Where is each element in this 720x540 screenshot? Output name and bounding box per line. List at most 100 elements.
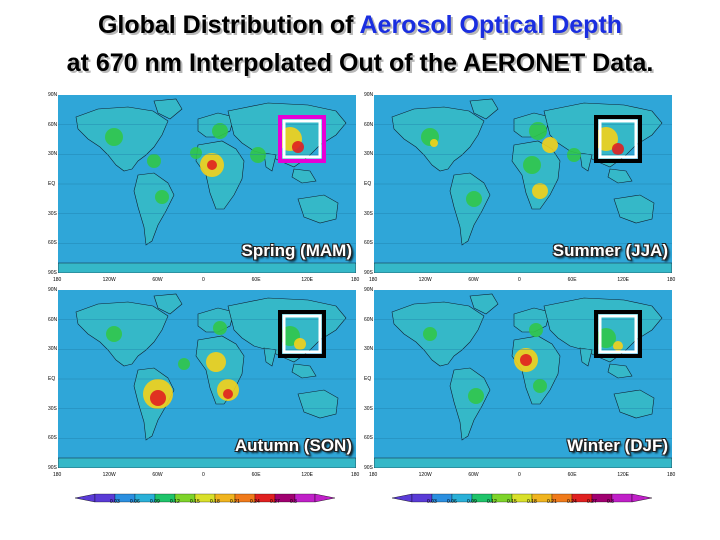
colorbar-tick-label: 0.12: [487, 499, 497, 505]
continent-antarctica: [58, 262, 356, 273]
lat-tick-label: 90S: [364, 465, 373, 471]
lat-tick-label: 90S: [48, 270, 57, 276]
lat-tick-label: 60S: [48, 240, 57, 247]
aerosol-hotspot: [567, 148, 581, 162]
colorbar-tick-label: 0.09: [467, 499, 477, 505]
lon-tick-label: 120E: [301, 472, 314, 478]
region-box-inner: [598, 314, 638, 354]
aerosol-hotspot: [542, 137, 558, 153]
colorbar-left: 0.03 0.06 0.09 0.12 0.15 0.18 0.21 0.24 0.27 0.3: [74, 490, 336, 514]
continent-australia: [613, 194, 655, 224]
map-panel-winter: Winter (DJF) 90N 60N 30N EQ 30S 60S 90S 180 120W 6…: [364, 287, 682, 485]
continent-se-asia: [291, 168, 317, 184]
lat-tick-label: 60S: [364, 435, 373, 442]
colorbar-swatch: [611, 493, 633, 503]
lon-tick-label: 120W: [418, 277, 432, 283]
aerosol-hotspot: [106, 326, 122, 342]
map-plot: [374, 290, 672, 468]
lon-tick-label: 60W: [152, 277, 163, 283]
colorbar-tick-label: 0.21: [547, 499, 557, 505]
lat-tick-label: 60N: [364, 121, 374, 128]
aerosol-hotspot: [423, 327, 437, 341]
colorbar-tick-label: 0.3: [607, 499, 614, 505]
aerosol-hotspot: [292, 141, 304, 153]
world-map: [374, 95, 672, 273]
lat-tick-label: 60N: [48, 316, 58, 323]
lat-tick-label: 90S: [364, 270, 373, 276]
lon-tick-label: 180: [53, 277, 62, 283]
colorbar-tick-label: 0.03: [427, 499, 437, 505]
title-highlight: Aerosol Optical Depth: [359, 11, 623, 39]
lon-tick-label: 0: [202, 472, 205, 478]
map-panel-spring: Spring (MAM) 90N 60N 30N EQ 30S 60S 90S 180 120W 6…: [48, 92, 366, 290]
lon-tick-label: 180: [369, 472, 378, 478]
title-line-2: at 670 nm Interpolated Out of the AERONE…: [66, 49, 654, 77]
colorbar-tick-label: 0.18: [527, 499, 537, 505]
lon-tick-label: 0: [518, 277, 521, 283]
continent-greenland: [469, 98, 499, 120]
lat-tick-label: 30N: [48, 151, 58, 158]
region-box-outer: [594, 310, 642, 358]
world-map: [58, 290, 356, 468]
colorbar-swatch: [294, 493, 316, 503]
aerosol-hotspot: [466, 191, 482, 207]
colorbar-arrow-right: [631, 493, 653, 503]
continent-australia: [297, 194, 339, 224]
lat-tick-label: 60S: [48, 435, 57, 442]
lat-tick-label: 90N: [364, 92, 374, 98]
colorbar-tick-label: 0.15: [507, 499, 517, 505]
colorbar-arrow-left: [74, 493, 96, 503]
lat-tick-label: 60N: [48, 121, 58, 128]
lon-tick-label: 180: [369, 277, 378, 283]
lon-tick-label: 180: [667, 472, 676, 478]
map-panel-autumn: Autumn (SON) 90N 60N 30N EQ 30S 60S 90S 180 120W 6…: [48, 287, 366, 485]
colorbar-tick-label: 0.27: [270, 499, 280, 505]
colorbar-tick-label: 0.15: [190, 499, 200, 505]
lat-tick-label: 60S: [364, 240, 373, 247]
colorbar-tick-label: 0.03: [110, 499, 120, 505]
map-plot: [58, 290, 356, 468]
lat-tick-label: 30N: [364, 151, 374, 158]
season-label: Spring (MAM): [241, 241, 352, 260]
lat-tick-label: EQ: [48, 181, 56, 187]
continent-greenland: [153, 293, 183, 315]
map-panel-summer: Summer (JJA) 90N 60N 30N EQ 30S 60S 90S 180 120W 6…: [364, 92, 682, 290]
lon-tick-label: 60W: [468, 472, 479, 478]
aerosol-hotspot: [190, 147, 202, 159]
lon-tick-label: 120W: [418, 472, 432, 478]
aerosol-hotspot: [529, 122, 547, 140]
title-line-1: Global Distribution of Aerosol Optical D…: [0, 10, 720, 40]
map-plot: [374, 95, 672, 273]
lat-tick-label: EQ: [364, 181, 372, 187]
colorbar-swatches: [391, 493, 653, 503]
aerosol-hotspot: [212, 123, 228, 139]
aerosol-hotspot: [213, 321, 227, 335]
aerosol-hotspot: [533, 379, 547, 393]
region-box-outer: [594, 115, 642, 163]
world-map: [374, 290, 672, 468]
region-box-inner: [282, 314, 322, 354]
lat-tick-label: 30S: [364, 210, 373, 217]
lon-tick-label: 60E: [567, 472, 577, 478]
region-box-outer: [278, 115, 326, 163]
colorbar-swatches: [74, 493, 336, 503]
aerosol-hotspot: [529, 323, 543, 337]
aerosol-hotspot: [250, 147, 266, 163]
region-box-inner: [598, 119, 638, 159]
lon-tick-label: 120W: [102, 277, 116, 283]
colorbar-tick-label: 0.24: [567, 499, 577, 505]
aerosol-hotspot: [468, 388, 484, 404]
lon-tick-label: 60W: [468, 277, 479, 283]
aerosol-hotspot: [613, 341, 623, 351]
colorbar-tick-label: 0.09: [150, 499, 160, 505]
aerosol-hotspot: [520, 354, 532, 366]
lat-tick-label: EQ: [364, 376, 372, 382]
lat-tick-label: 30N: [48, 346, 58, 353]
lon-tick-label: 60E: [567, 277, 577, 283]
continent-se-asia: [607, 363, 633, 379]
title-prefix: Global Distribution of: [97, 11, 360, 39]
continent-south-america: [449, 367, 491, 441]
aerosol-hotspot: [523, 156, 541, 174]
lon-tick-label: 120W: [102, 472, 116, 478]
colorbar-tick-label: 0.06: [130, 499, 140, 505]
